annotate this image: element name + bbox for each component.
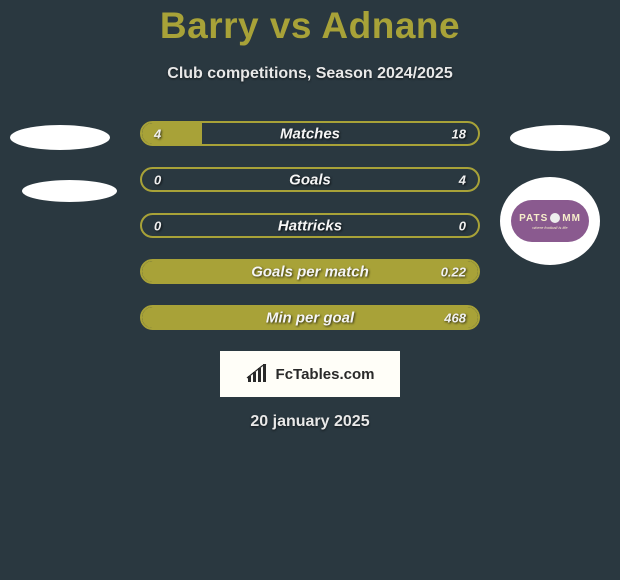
page-title: Barry vs Adnane	[0, 5, 620, 47]
stat-label: Goals	[289, 171, 331, 188]
stat-value-right: 4	[459, 172, 466, 187]
snapshot-date: 20 january 2025	[0, 413, 620, 431]
stat-bar-fill-left	[142, 123, 202, 144]
stat-row-goals-per-match: Goals per match 0.22	[0, 259, 620, 284]
stat-label: Min per goal	[266, 309, 354, 326]
stat-bar: Goals per match 0.22	[140, 259, 480, 284]
stats-section: 4 Matches 18 0 Goals 4 0 Hattricks 0 Goa…	[0, 121, 620, 330]
stat-bar: 4 Matches 18	[140, 121, 480, 146]
stat-label: Goals per match	[251, 263, 369, 280]
stat-bar: 0 Hattricks 0	[140, 213, 480, 238]
stat-label: Matches	[280, 125, 340, 142]
fctables-brand-text: FcTables.com	[276, 366, 375, 383]
stat-value-left: 4	[154, 126, 161, 141]
stat-row-matches: 4 Matches 18	[0, 121, 620, 146]
stat-bar: Min per goal 468	[140, 305, 480, 330]
stat-row-min-per-goal: Min per goal 468	[0, 305, 620, 330]
stat-value-right: 0.22	[441, 264, 466, 279]
stat-value-left: 0	[154, 218, 161, 233]
fctables-brand[interactable]: FcTables.com	[220, 351, 400, 397]
comparison-widget: Barry vs Adnane Club competitions, Seaso…	[0, 0, 620, 431]
stat-value-right: 468	[444, 310, 466, 325]
bar-chart-icon	[246, 364, 270, 384]
stat-bar: 0 Goals 4	[140, 167, 480, 192]
page-subtitle: Club competitions, Season 2024/2025	[0, 65, 620, 83]
stat-label: Hattricks	[278, 217, 342, 234]
stat-value-left: 0	[154, 172, 161, 187]
stat-value-right: 0	[459, 218, 466, 233]
stat-value-right: 18	[452, 126, 466, 141]
stat-row-hattricks: 0 Hattricks 0	[0, 213, 620, 238]
stat-row-goals: 0 Goals 4	[0, 167, 620, 192]
